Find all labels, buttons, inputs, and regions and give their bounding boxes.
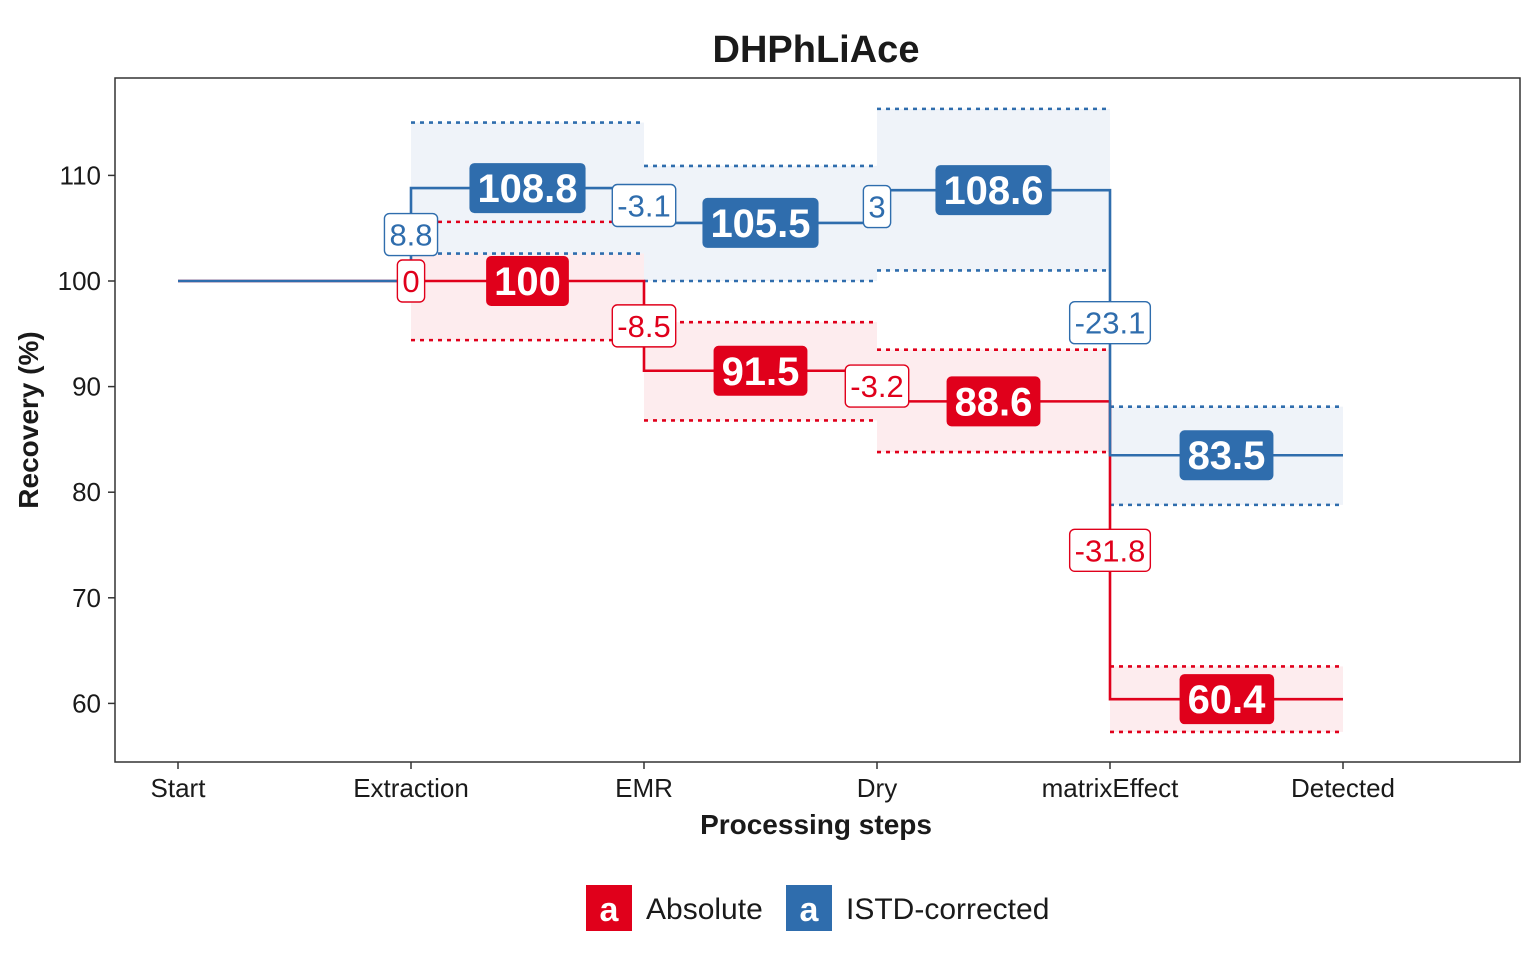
delta-label-text: -3.1 (617, 188, 670, 223)
value-label-text: 108.8 (477, 167, 577, 211)
delta-label-text: 3 (868, 190, 885, 225)
value-label-box (469, 163, 586, 214)
value-label-text: 105.5 (710, 202, 810, 246)
delta-label-text: -23.1 (1075, 306, 1146, 341)
delta-label-text: -3.2 (850, 369, 903, 404)
delta-label-box (844, 364, 910, 408)
value-label-box (935, 165, 1052, 216)
y-tick-label: 80 (72, 477, 101, 507)
value-label-istd-corrected: 105.5 (702, 197, 819, 248)
delta-label-box (1068, 528, 1152, 572)
delta-label-istd-corrected: 3 (862, 184, 892, 229)
value-label-absolute: 60.4 (1179, 674, 1275, 725)
delta-label-istd-corrected: -23.1 (1068, 301, 1152, 345)
value-label-text: 60.4 (1188, 678, 1267, 722)
legend-key-istd-corrected (786, 885, 832, 931)
legend-glyph-absolute: a (600, 891, 620, 929)
legend-label-istd-corrected: ISTD-corrected (846, 893, 1049, 926)
delta-label-text: 0 (402, 264, 419, 299)
value-label-absolute: 100 (486, 256, 569, 306)
x-tick-label: matrixEffect (1042, 773, 1180, 803)
delta-label-text: -31.8 (1075, 533, 1146, 568)
value-label-absolute: 88.6 (946, 376, 1041, 427)
y-tick-label: 100 (58, 266, 101, 296)
delta-label-absolute: -31.8 (1068, 528, 1152, 572)
value-label-text: 91.5 (722, 350, 800, 394)
value-label-box (702, 197, 819, 248)
delta-label-istd-corrected: 8.8 (383, 212, 439, 257)
delta-label-absolute: -3.2 (844, 364, 910, 408)
x-tick-label: Start (151, 773, 207, 803)
value-label-istd-corrected: 83.5 (1179, 430, 1274, 481)
value-labels: 0 -8.5 -3.2 -31.8 8.8 -3.1 3 -23.1 100 91.5 88.6 60… (383, 163, 1275, 725)
delta-label-box (611, 304, 677, 348)
value-label-box (1179, 674, 1275, 725)
y-tick-label: 60 (72, 688, 101, 718)
x-tick-label: Extraction (353, 773, 469, 803)
y-tick-label: 110 (60, 160, 101, 190)
delta-label-box (862, 184, 892, 229)
x-tick-label: EMR (615, 773, 673, 803)
value-label-absolute: 91.5 (713, 345, 808, 396)
y-tick-label: 90 (72, 372, 101, 402)
delta-label-box (611, 183, 677, 228)
delta-label-text: -8.5 (617, 309, 670, 344)
plot-panel-border (114, 77, 1521, 763)
value-label-istd-corrected: 108.8 (469, 163, 586, 214)
value-label-box (1179, 430, 1274, 481)
legend-label-absolute: Absolute (646, 893, 763, 926)
delta-label-box (383, 212, 439, 257)
value-label-box (713, 345, 808, 396)
x-tick-label: Dry (857, 773, 897, 803)
x-tick-label: Detected (1291, 773, 1395, 803)
y-axis-title: Recovery (%) (13, 331, 44, 508)
value-label-box (946, 376, 1041, 427)
x-axis: Start Extraction EMR Dry matrixEffect Detecte… (151, 762, 1395, 803)
y-axis: 60 70 80 90 100 110 (58, 160, 115, 718)
value-label-text: 100 (494, 260, 561, 304)
legend: a Absolute a ISTD-corrected (586, 885, 1049, 931)
value-label-text: 88.6 (955, 380, 1033, 424)
value-label-istd-corrected: 108.6 (935, 165, 1052, 216)
legend-glyph-istd-corrected: a (800, 891, 820, 929)
y-tick-label: 70 (72, 583, 101, 613)
value-label-text: 108.6 (943, 169, 1043, 213)
delta-label-box (1068, 301, 1152, 345)
delta-label-istd-corrected: -3.1 (611, 183, 677, 228)
chart-title: DHPhLiAce (713, 29, 920, 71)
delta-label-box (396, 259, 426, 303)
delta-label-absolute: -8.5 (611, 304, 677, 348)
legend-item-istd-corrected: a ISTD-corrected (786, 885, 1049, 931)
value-label-text: 83.5 (1188, 434, 1266, 478)
delta-label-absolute: 0 (396, 259, 426, 303)
legend-key-absolute (586, 885, 632, 931)
value-label-box (486, 256, 569, 306)
delta-label-text: 8.8 (389, 218, 432, 253)
legend-item-absolute: a Absolute (586, 885, 763, 931)
x-axis-title: Processing steps (700, 809, 932, 840)
